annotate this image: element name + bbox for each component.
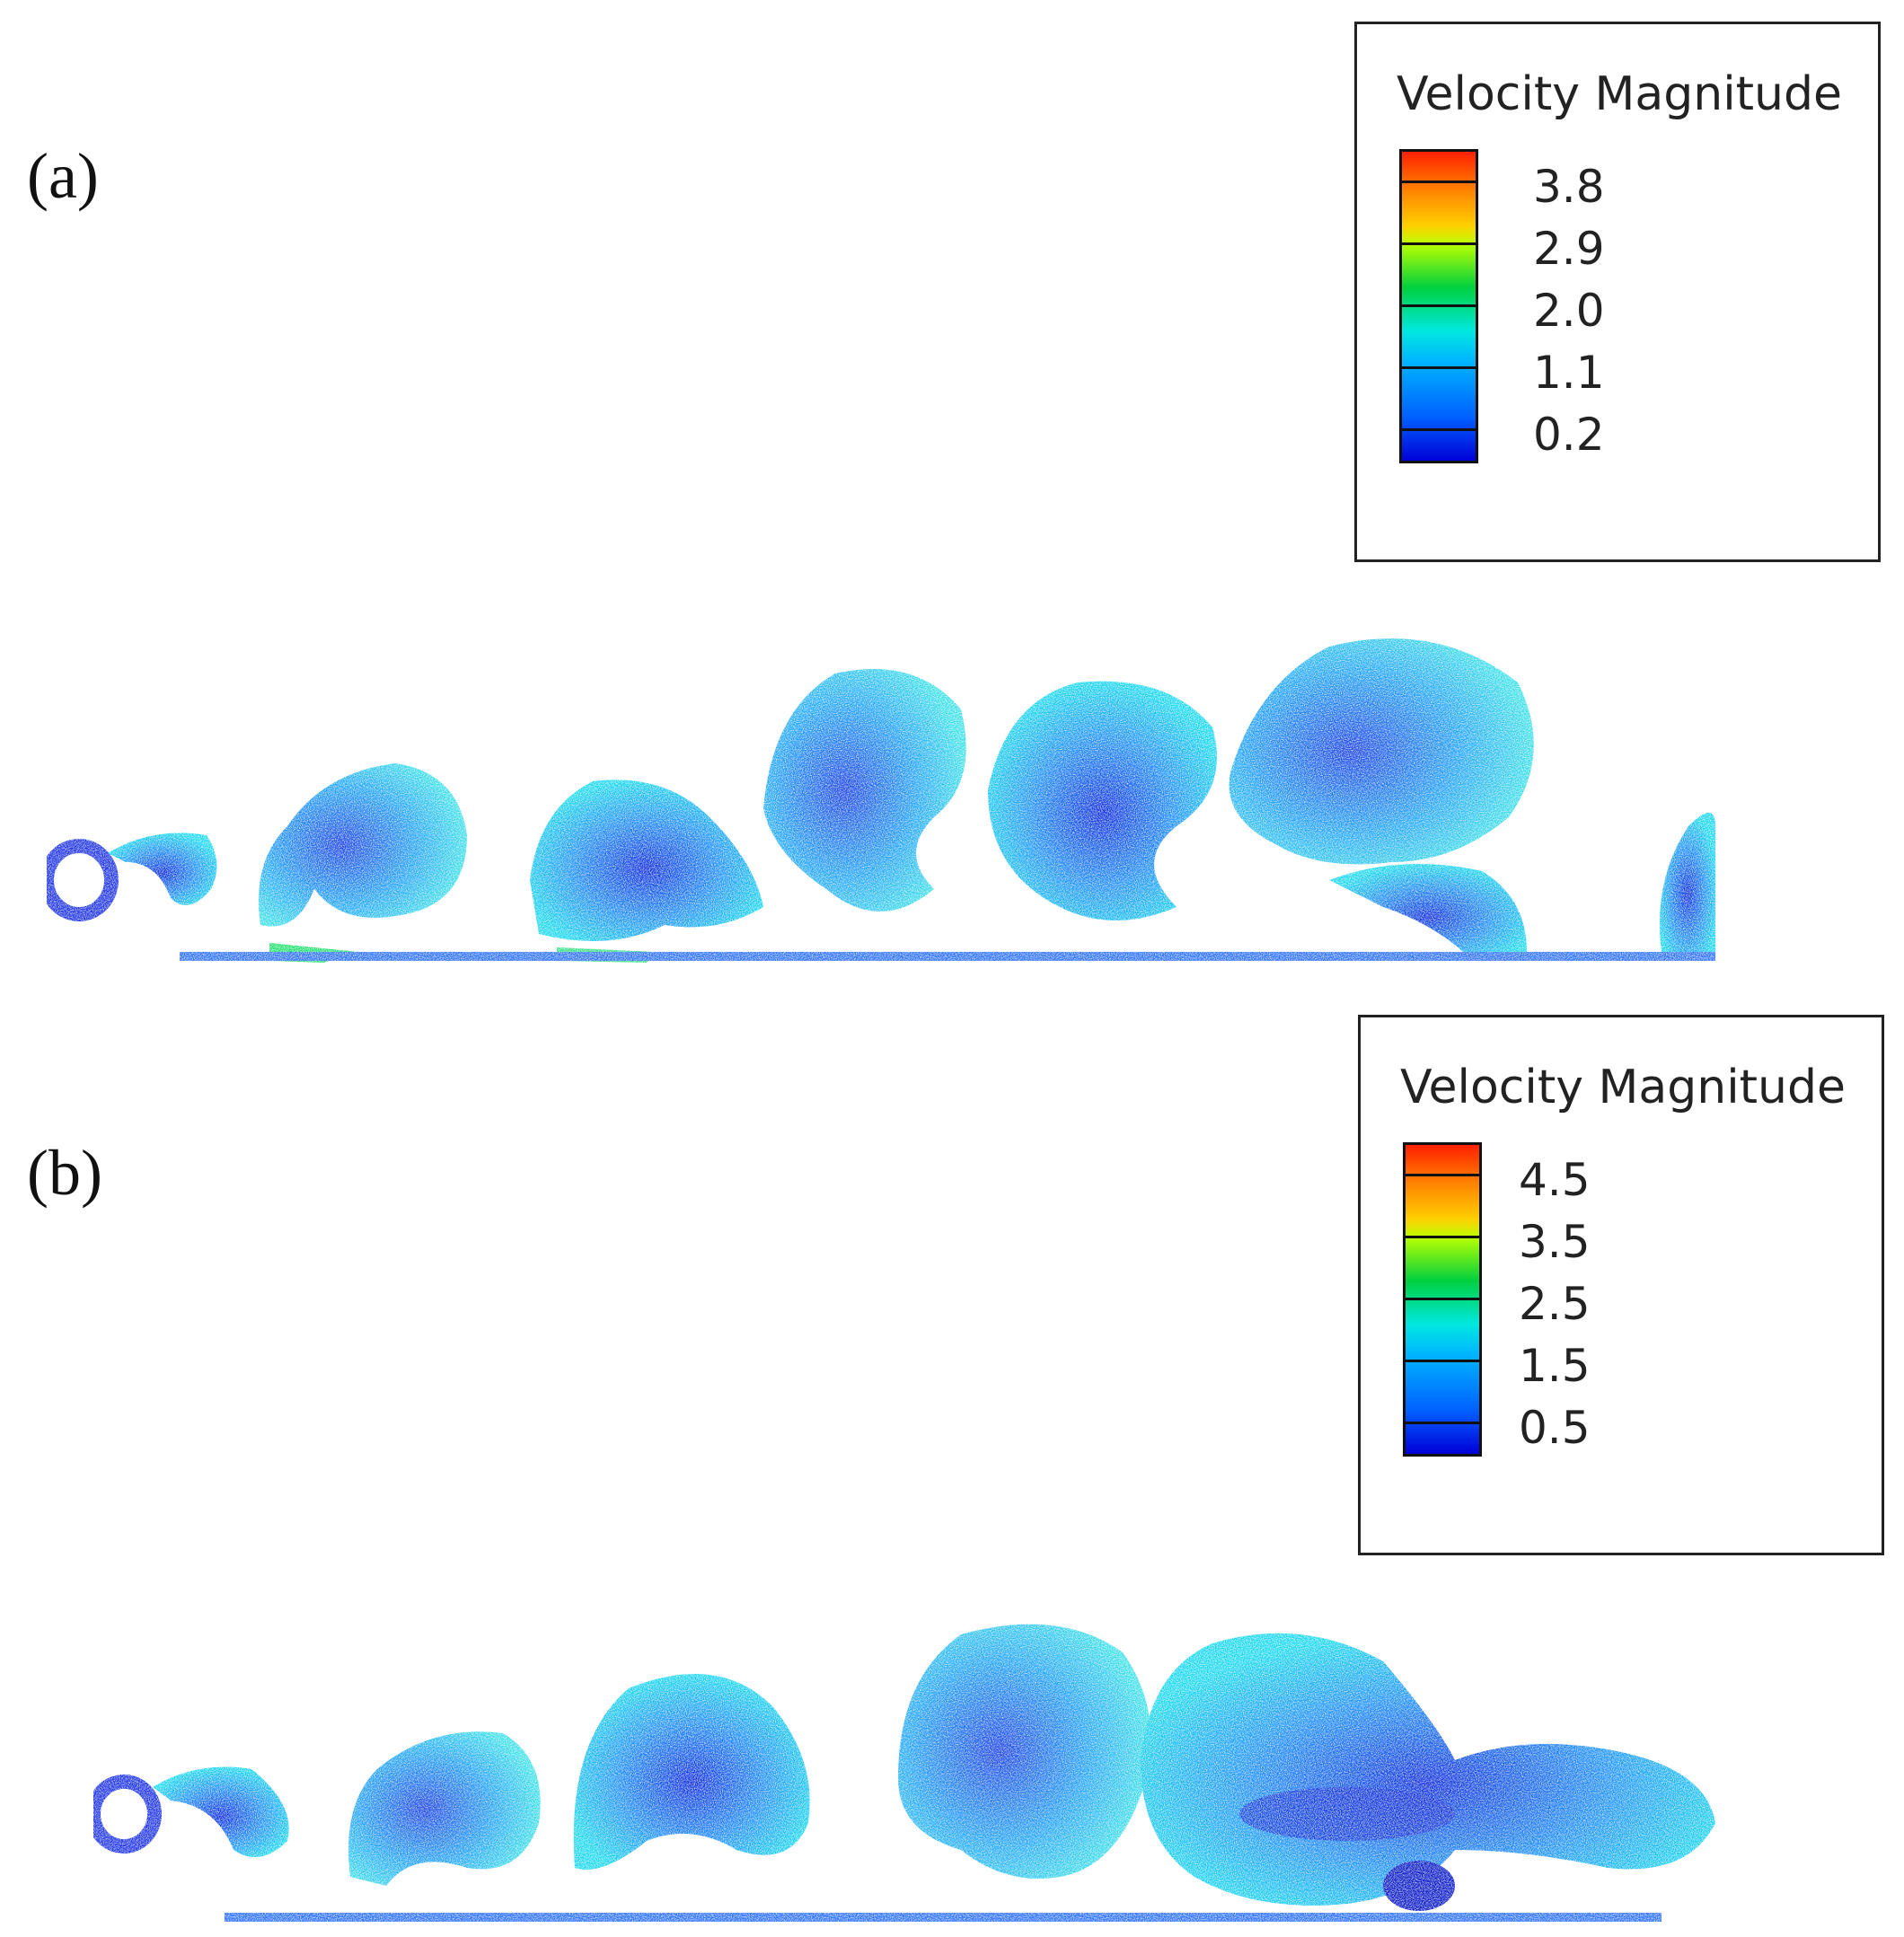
panel-label-a: (a) <box>27 140 99 212</box>
flow-field-b <box>86 1624 1715 1922</box>
tick-label-b-0: 4.5 <box>1519 1154 1591 1206</box>
legend-a: Velocity Magnitude 3.8 2.9 2.0 1.1 0.2 <box>1354 22 1881 562</box>
tick-label-a-3: 1.1 <box>1533 347 1605 399</box>
tick-label-a-0: 3.8 <box>1533 161 1605 213</box>
colorbar-a <box>1399 149 1478 463</box>
tick-label-a-2: 2.0 <box>1533 285 1605 337</box>
colorbar-b <box>1403 1142 1482 1457</box>
legend-title-b: Velocity Magnitude <box>1400 1061 1847 1114</box>
legend-b: Velocity Magnitude 4.5 3.5 2.5 1.5 0.5 <box>1358 1015 1884 1555</box>
tick-label-b-1: 3.5 <box>1519 1216 1591 1268</box>
tick-label-a-1: 2.9 <box>1533 223 1605 275</box>
tick-label-b-4: 0.5 <box>1519 1402 1591 1454</box>
flow-field-a <box>40 638 1715 963</box>
tick-label-b-2: 2.5 <box>1519 1278 1591 1330</box>
tick-label-a-4: 0.2 <box>1533 409 1605 461</box>
legend-title-a: Velocity Magnitude <box>1397 67 1843 121</box>
tick-label-b-3: 1.5 <box>1519 1340 1591 1392</box>
panel-label-b: (b) <box>27 1137 102 1209</box>
